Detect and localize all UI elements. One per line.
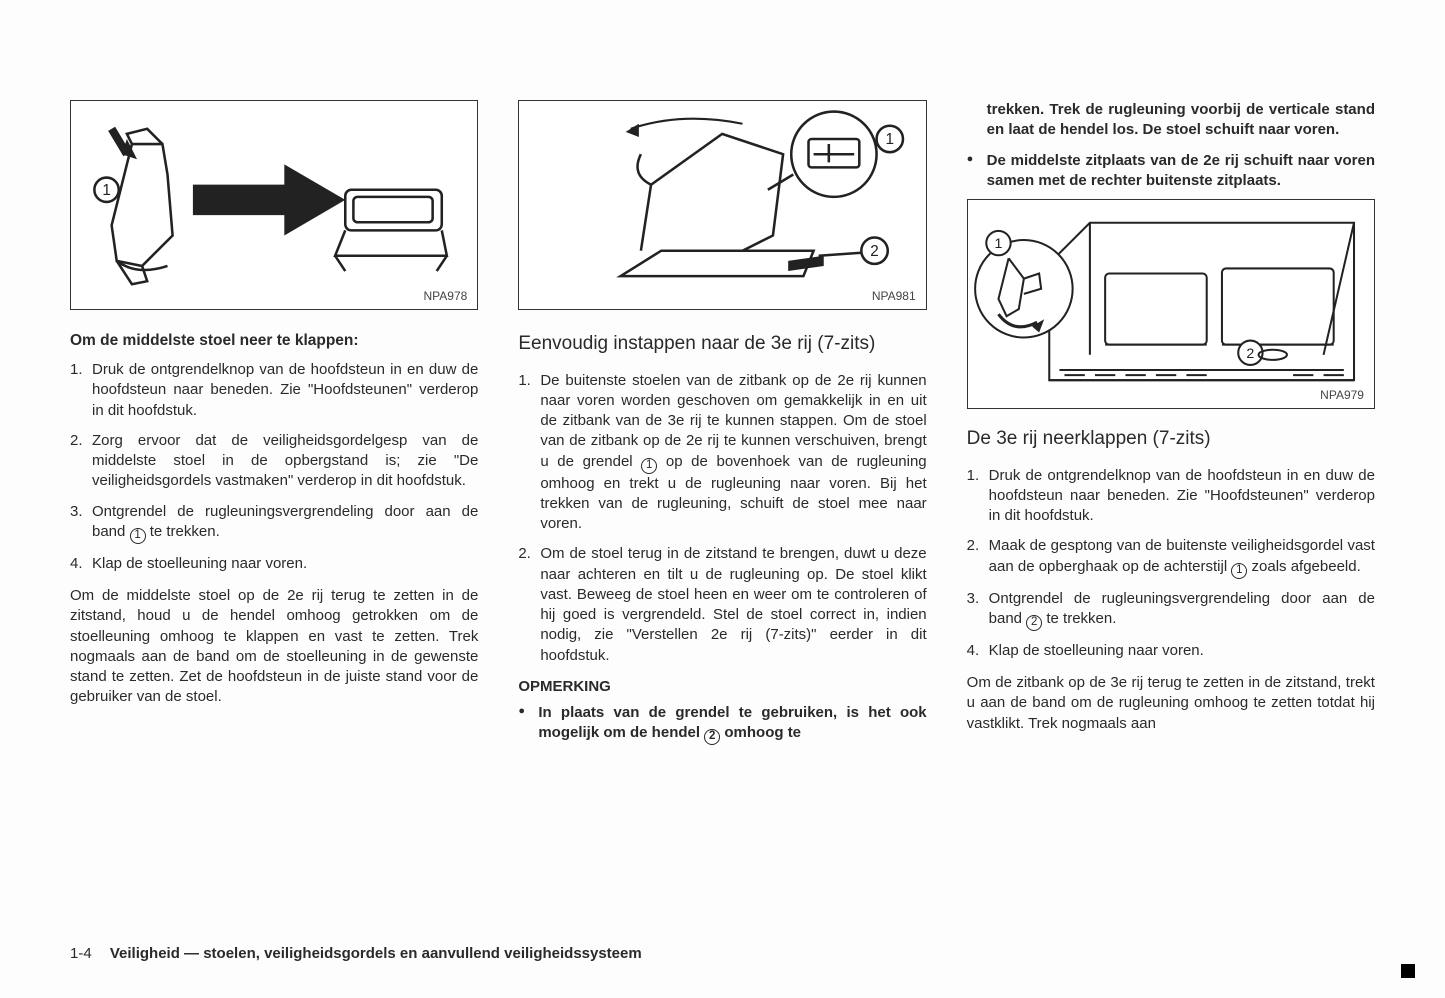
- circled-2-icon: 2: [1026, 615, 1042, 631]
- col2-steps: De buitenste stoelen van de zitbank op d…: [518, 371, 926, 666]
- svg-text:2: 2: [871, 243, 879, 260]
- col3-step-3: Ontgrendel de rugleuningsvergrendeling d…: [967, 589, 1375, 631]
- page-number: 1-4: [70, 945, 92, 962]
- col2-step-2: Om de stoel terug in de zitstand te bren…: [518, 544, 926, 666]
- col3-para: Om de zitbank op de 3e rij terug te zett…: [967, 673, 1375, 734]
- col2-heading: Eenvoudig instappen naar de 3e rij (7-zi…: [518, 332, 926, 357]
- col3-step-4: Klap de stoelleuning naar voren.: [967, 641, 1375, 661]
- circled-2-icon: 2: [704, 729, 720, 745]
- third-row-diagram-icon: 2 1: [968, 200, 1374, 408]
- col1-step-2: Zorg ervoor dat de veiligheidsgordelgesp…: [70, 431, 478, 492]
- col3-step-1: Druk de ontgrendelknop van de hoofdsteun…: [967, 466, 1375, 527]
- crop-mark-icon: [1401, 964, 1415, 978]
- page-layout: 1 NPA978 Om de middelste stoel neer te k…: [70, 100, 1375, 753]
- seat-access-diagram-icon: 1 2: [519, 101, 925, 309]
- circled-1-icon: 1: [130, 528, 146, 544]
- col3-continuation: trekken. Trek de rugleuning voorbij de v…: [967, 100, 1375, 191]
- figure-3-label: NPA979: [1320, 388, 1364, 402]
- col1-para: Om de middelste stoel op de 2e rij terug…: [70, 586, 478, 708]
- col2-note-bullet: In plaats van de grendel te gebruiken, i…: [518, 703, 926, 745]
- column-1: 1 NPA978 Om de middelste stoel neer te k…: [70, 100, 478, 753]
- circled-1-icon: 1: [641, 458, 657, 474]
- col2-note-list: In plaats van de grendel te gebruiken, i…: [518, 703, 926, 745]
- column-2: 1 2 NPA981 Eenvoudig instappen naar de 3…: [518, 100, 926, 753]
- circled-1-icon: 1: [1231, 563, 1247, 579]
- svg-text:2: 2: [1246, 346, 1254, 362]
- figure-1-label: NPA978: [424, 289, 468, 303]
- figure-3: 2 1 NPA979: [967, 199, 1375, 409]
- page-footer: 1-4 Veiligheid — stoelen, veiligheidsgor…: [70, 945, 642, 962]
- col1-steps: Druk de ontgrendelknop van de hoofdsteun…: [70, 360, 478, 574]
- svg-text:1: 1: [994, 236, 1002, 252]
- figure-2-label: NPA981: [872, 289, 916, 303]
- col3-step-2: Maak de gesptong van de buitenste veilig…: [967, 536, 1375, 578]
- figure-1: 1 NPA978: [70, 100, 478, 310]
- svg-text:1: 1: [102, 182, 110, 199]
- note-heading: OPMERKING: [518, 678, 926, 695]
- col3-cont-bullet: De middelste zitplaats van de 2e rij sch…: [967, 151, 1375, 192]
- col3-cont-para: trekken. Trek de rugleuning voorbij de v…: [967, 100, 1375, 141]
- col1-step-1: Druk de ontgrendelknop van de hoofdsteun…: [70, 360, 478, 421]
- svg-text:1: 1: [886, 131, 894, 148]
- footer-title: Veiligheid — stoelen, veiligheidsgordels…: [110, 945, 642, 962]
- col3-cont-list: De middelste zitplaats van de 2e rij sch…: [967, 151, 1375, 192]
- figure-2: 1 2 NPA981: [518, 100, 926, 310]
- col3-steps: Druk de ontgrendelknop van de hoofdsteun…: [967, 466, 1375, 662]
- col1-step-4: Klap de stoelleuning naar voren.: [70, 554, 478, 574]
- col1-step-3: Ontgrendel de rugleuningsvergrendeling d…: [70, 502, 478, 544]
- col2-step-1: De buitenste stoelen van de zitbank op d…: [518, 371, 926, 535]
- column-3: trekken. Trek de rugleuning voorbij de v…: [967, 100, 1375, 753]
- seat-fold-diagram-icon: 1: [71, 101, 477, 309]
- col3-heading: De 3e rij neerklappen (7-zits): [967, 427, 1375, 452]
- col1-heading: Om de middelste stoel neer te klappen:: [70, 332, 478, 350]
